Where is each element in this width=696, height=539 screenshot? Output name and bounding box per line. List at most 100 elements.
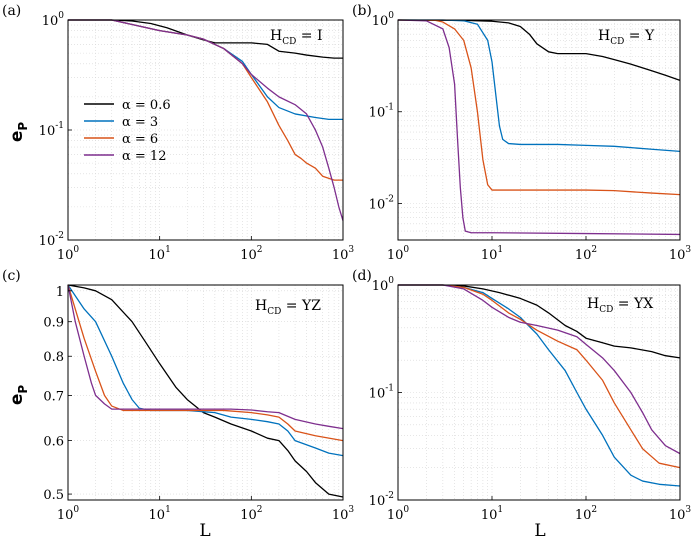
- y-tick-base: 10: [372, 14, 389, 29]
- x-tick-base: 10: [149, 508, 166, 523]
- y-tick-exponent: -2: [385, 491, 394, 501]
- x-axis-label: L: [534, 521, 545, 539]
- x-axis-label: L: [199, 521, 210, 539]
- annotation-sub: CD: [610, 37, 624, 47]
- x-tick-label: 103: [332, 505, 355, 523]
- legend-label-2: α = 3: [122, 115, 158, 130]
- legend-label-1: α = 0.6: [122, 98, 171, 113]
- x-tick-exponent: 0: [73, 505, 79, 515]
- y-tick-label: 0.7: [43, 389, 64, 404]
- y-tick-exponent: -2: [385, 194, 394, 204]
- y-tick-label: 0.8: [43, 350, 64, 365]
- panel-label: (c): [2, 268, 21, 284]
- x-tick-label: 100: [57, 245, 80, 263]
- x-tick-label: 102: [240, 245, 262, 263]
- series-line-1: [397, 19, 681, 81]
- y-tick-base: 1: [56, 285, 64, 300]
- x-tick-exponent: 3: [348, 505, 354, 515]
- x-tick-label: 101: [481, 245, 503, 263]
- annotation-rest: = Y: [624, 28, 655, 44]
- y-tick-base: 10: [39, 124, 56, 139]
- x-tick-base: 10: [387, 248, 404, 263]
- x-tick-label: 101: [149, 245, 171, 263]
- annotation-sub: CD: [282, 37, 296, 47]
- y-axis-label-sub: P: [16, 385, 30, 394]
- annotation-base: H: [255, 298, 267, 314]
- y-tick-base: 0.5: [43, 488, 64, 503]
- series-line-4: [67, 284, 344, 430]
- grid: [398, 285, 680, 500]
- x-tick-label: 101: [149, 505, 171, 523]
- series-line-3: [67, 284, 344, 442]
- x-tick-label: 100: [387, 505, 410, 523]
- panel-annotation: HCD = I: [270, 28, 323, 47]
- x-tick-base: 10: [57, 248, 74, 263]
- x-tick-base: 10: [575, 508, 592, 523]
- plot-area: [398, 20, 680, 240]
- y-tick-base: 0.6: [43, 435, 64, 450]
- x-tick-label: 102: [240, 505, 262, 523]
- y-tick-label: 10-1: [39, 121, 64, 139]
- x-tick-label: 103: [669, 245, 692, 263]
- x-tick-base: 10: [332, 248, 349, 263]
- panel-annotation: HCD = Y: [598, 28, 655, 47]
- x-tick-base: 10: [481, 248, 498, 263]
- series-line-2: [67, 284, 344, 457]
- axes-box: [397, 19, 681, 241]
- panel-label: (a): [2, 3, 21, 19]
- series-line-3: [398, 284, 681, 469]
- series-line-2: [398, 19, 681, 153]
- x-tick-base: 10: [481, 508, 498, 523]
- annotation-rest: = I: [296, 28, 322, 44]
- y-tick-label: 10-1: [369, 384, 394, 402]
- series-line-1: [68, 19, 343, 59]
- legend: α = 0.6 α = 3 α = 6 α = 12: [84, 98, 171, 164]
- x-tick-exponent: 0: [403, 245, 409, 255]
- x-tick-base: 10: [669, 248, 686, 263]
- x-tick-base: 10: [240, 248, 257, 263]
- y-tick-base: 0.7: [43, 389, 64, 404]
- x-tick-label: 103: [669, 505, 692, 523]
- x-tick-base: 10: [669, 508, 686, 523]
- x-tick-base: 10: [240, 508, 257, 523]
- annotation-base: H: [598, 28, 610, 44]
- y-tick-base: 10: [369, 387, 386, 402]
- x-tick-base: 10: [387, 508, 404, 523]
- y-tick-exponent: 0: [388, 276, 394, 286]
- x-tick-exponent: 2: [257, 245, 263, 255]
- y-axis-label: eP: [7, 122, 30, 143]
- x-tick-label: 100: [57, 505, 80, 523]
- x-tick-exponent: 1: [165, 245, 171, 255]
- annotation-sub: CD: [267, 307, 281, 317]
- x-tick-exponent: 3: [685, 245, 691, 255]
- y-tick-label: 100: [372, 11, 395, 29]
- series-line-4: [68, 19, 344, 221]
- y-tick-label: 0.9: [43, 316, 64, 331]
- x-tick-exponent: 0: [403, 505, 409, 515]
- y-axis-label-base: e: [7, 131, 27, 143]
- plot-area: [68, 285, 343, 500]
- grid: [398, 20, 680, 240]
- x-tick-label: 102: [575, 505, 597, 523]
- y-tick-base: 0.8: [43, 350, 64, 365]
- y-axis-label-sub: P: [16, 122, 30, 131]
- x-tick-exponent: 3: [348, 245, 354, 255]
- annotation-rest: = YX: [613, 296, 653, 312]
- y-axis-label: eP: [7, 385, 30, 406]
- x-tick-exponent: 1: [497, 505, 503, 515]
- panel-label: (b): [352, 3, 372, 19]
- y-tick-label: 10-1: [369, 103, 394, 121]
- x-tick-exponent: 2: [591, 245, 597, 255]
- y-tick-label: 100: [372, 276, 395, 294]
- x-tick-base: 10: [57, 508, 74, 523]
- y-tick-exponent: 0: [388, 11, 394, 21]
- series-line-3: [397, 19, 681, 196]
- y-tick-label: 1: [56, 285, 64, 300]
- panel-annotation: HCD = YZ: [255, 298, 321, 317]
- y-tick-base: 0.9: [43, 316, 64, 331]
- y-tick-label: 100: [42, 11, 65, 29]
